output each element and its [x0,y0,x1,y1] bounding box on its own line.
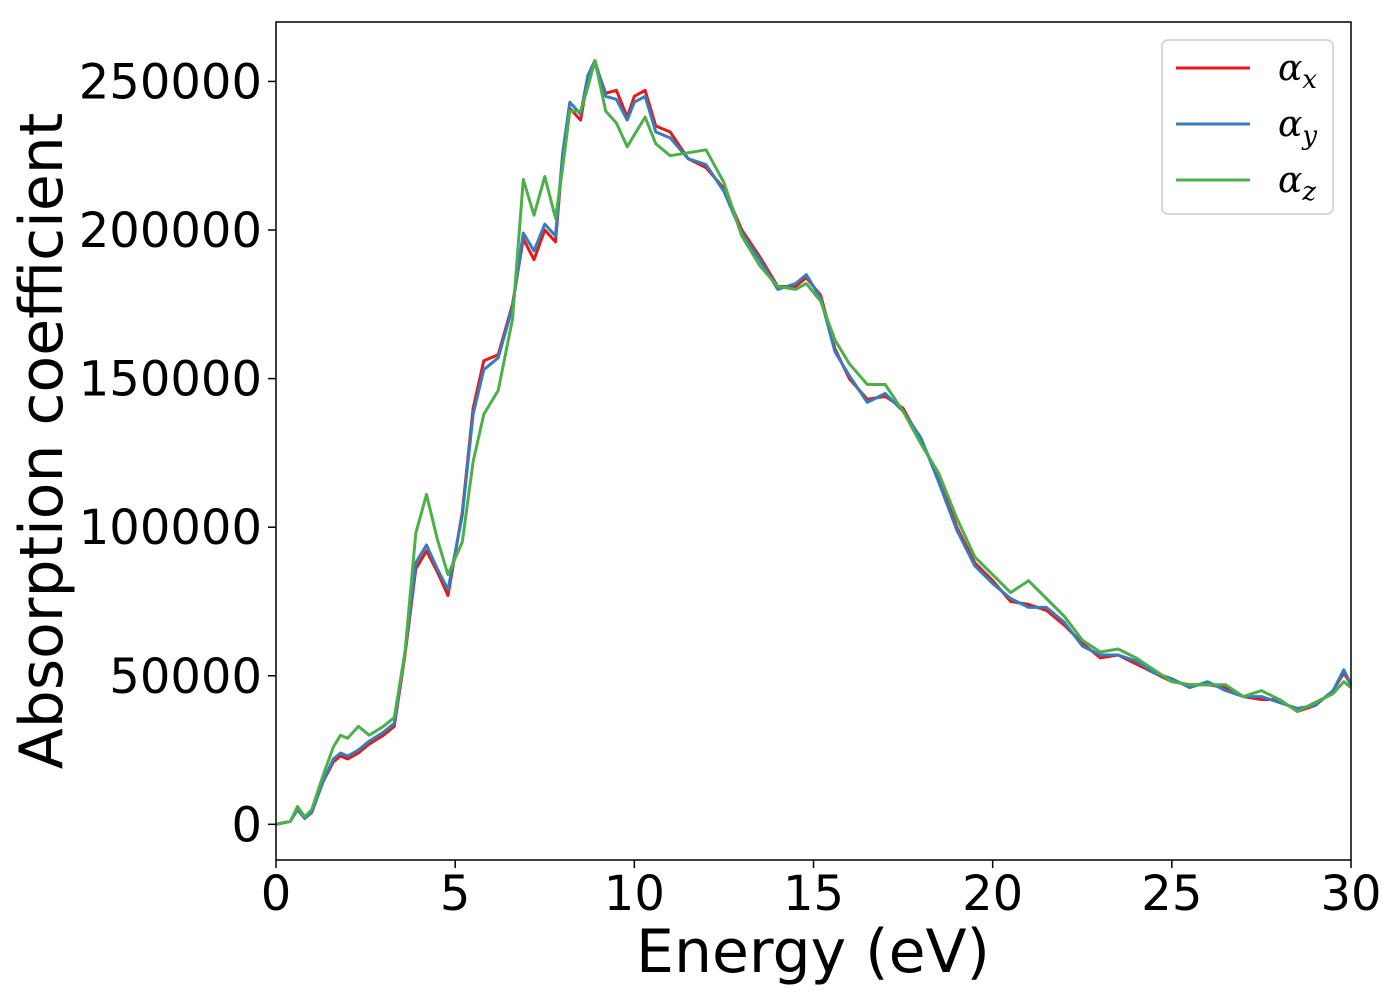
x-tick-label: 25 [1141,866,1202,922]
series-line-z [275,59,1352,826]
legend-label-y: αy [1278,104,1317,151]
y-tick-label: 0 [231,797,262,853]
y-tick-label: 250000 [79,54,262,110]
y-tick-label: 150000 [79,352,262,408]
series-layer [275,59,1353,826]
y-tick-label: 200000 [79,203,262,259]
x-axis-label: Energy (eV) [636,917,990,987]
legend-frame [1161,39,1334,215]
y-axis-label: Absorption coefficient [7,113,77,770]
y-tick-label: 50000 [109,649,262,705]
x-tick-label: 15 [783,866,844,922]
legend-label-z: αz [1278,160,1316,207]
x-axis-ticks: 0 5 10 15 20 25 30 [261,860,1382,922]
x-tick-label: 30 [1320,866,1381,922]
x-tick-label: 5 [440,866,471,922]
y-axis-ticks: 0 50000 100000 150000 200000 250000 [79,54,276,853]
x-tick-label: 0 [261,866,292,922]
y-tick-label: 100000 [79,500,262,556]
x-tick-label: 20 [962,866,1023,922]
legend: αx αy αz [1161,39,1334,215]
x-tick-label: 10 [604,866,665,922]
legend-label-x: αx [1278,48,1317,95]
